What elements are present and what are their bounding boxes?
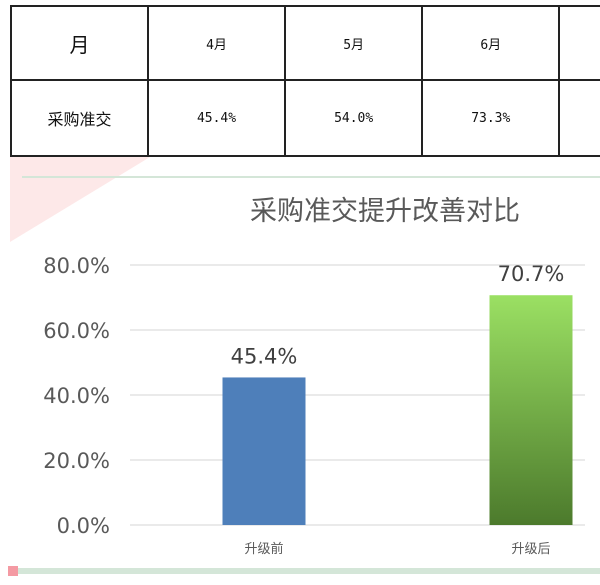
decorative-square (8, 566, 18, 576)
row-label: 采购准交 (10, 79, 149, 157)
table-cell: 54.0% (284, 79, 424, 157)
table-cell (558, 79, 600, 157)
y-tick-label: 60.0% (43, 319, 110, 343)
x-tick-label: 升级后 (511, 542, 550, 557)
data-label: 70.7% (498, 262, 565, 286)
header-cell: 5月 (284, 5, 424, 81)
bar (489, 295, 573, 525)
chart-bottom-border (18, 568, 600, 574)
y-tick-label: 40.0% (43, 384, 110, 408)
table-header-row: 月 4月 5月 6月 (10, 5, 600, 81)
y-tick-label: 20.0% (43, 449, 110, 473)
bar (222, 377, 306, 525)
header-cell: 4月 (146, 5, 287, 81)
table-cell: 45.4% (146, 79, 287, 157)
header-cell: 月 (10, 5, 149, 81)
table-row: 采购准交 45.4% 54.0% 73.3% (10, 79, 600, 157)
header-cell: 6月 (421, 5, 561, 81)
data-table: 月 4月 5月 6月 采购准交 45.4% 54.0% 73.3% (10, 5, 600, 157)
decorative-corner (10, 157, 150, 242)
chart-title: 采购准交提升改善对比 (250, 196, 520, 227)
chart-top-border (22, 176, 600, 178)
y-tick-label: 0.0% (57, 514, 110, 538)
y-tick-label: 80.0% (43, 254, 110, 278)
header-cell (558, 5, 600, 81)
table-cell: 73.3% (421, 79, 561, 157)
x-tick-label: 升级前 (244, 541, 283, 557)
data-label: 45.4% (231, 344, 298, 368)
